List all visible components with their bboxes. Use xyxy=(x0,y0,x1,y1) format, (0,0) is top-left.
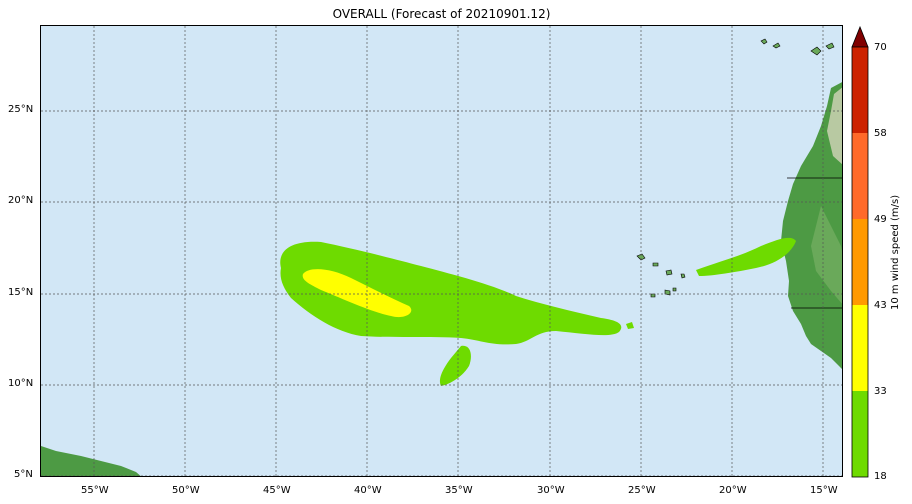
lon-tick-label: 55°W xyxy=(81,485,109,496)
map-title: OVERALL (Forecast of 20210901.12) xyxy=(332,7,551,21)
colorbar-segment xyxy=(852,305,868,391)
colorbar-level: 18 xyxy=(874,471,887,482)
lat-tick-label: 5°N xyxy=(14,469,33,480)
lat-tick-label: 15°N xyxy=(8,287,34,298)
south-america-land xyxy=(41,446,141,476)
wind-swath-green-east xyxy=(696,237,796,276)
lon-tick-label: 50°W xyxy=(172,485,200,496)
map-panel xyxy=(40,25,843,477)
map-canvas xyxy=(41,26,842,476)
africa-highland xyxy=(811,206,842,304)
africa-desert xyxy=(827,87,842,165)
lat-tick-label: 20°N xyxy=(8,195,34,206)
lon-tick-label: 30°W xyxy=(537,485,565,496)
colorbar-level: 58 xyxy=(874,128,887,139)
colorbar-level: 33 xyxy=(874,386,887,397)
colorbar-title: 10 m wind speed (m/s) xyxy=(890,194,901,310)
ocean xyxy=(41,26,842,476)
africa-land xyxy=(781,82,842,369)
canary-islands xyxy=(760,38,835,56)
colorbar-segment xyxy=(852,391,868,477)
lat-tick-label: 10°N xyxy=(8,378,34,389)
colorbar-level: 70 xyxy=(874,42,887,53)
lon-tick-label: 35°W xyxy=(445,485,473,496)
wind-swath-green xyxy=(280,241,622,345)
lon-tick-label: 15°W xyxy=(810,485,838,496)
lon-tick-label: 20°W xyxy=(719,485,747,496)
lon-tick-label: 45°W xyxy=(263,485,291,496)
colorbar-level: 43 xyxy=(874,300,887,311)
wind-swath-green-spot xyxy=(626,322,634,329)
cape-verde-islands xyxy=(636,253,686,298)
colorbar-extend-triangle xyxy=(851,25,869,48)
colorbar-segment xyxy=(852,219,868,305)
colorbar-level: 49 xyxy=(874,214,887,225)
wind-swath-green-south xyxy=(439,345,471,386)
colorbar-outline xyxy=(851,46,869,478)
lat-tick-label: 25°N xyxy=(8,104,34,115)
wind-swath-yellow xyxy=(302,269,412,318)
colorbar-segment xyxy=(852,47,868,133)
colorbar-segment xyxy=(852,133,868,219)
lon-tick-label: 40°W xyxy=(354,485,382,496)
colorbar xyxy=(851,25,869,478)
lon-tick-label: 25°W xyxy=(628,485,656,496)
graticule xyxy=(41,26,842,476)
